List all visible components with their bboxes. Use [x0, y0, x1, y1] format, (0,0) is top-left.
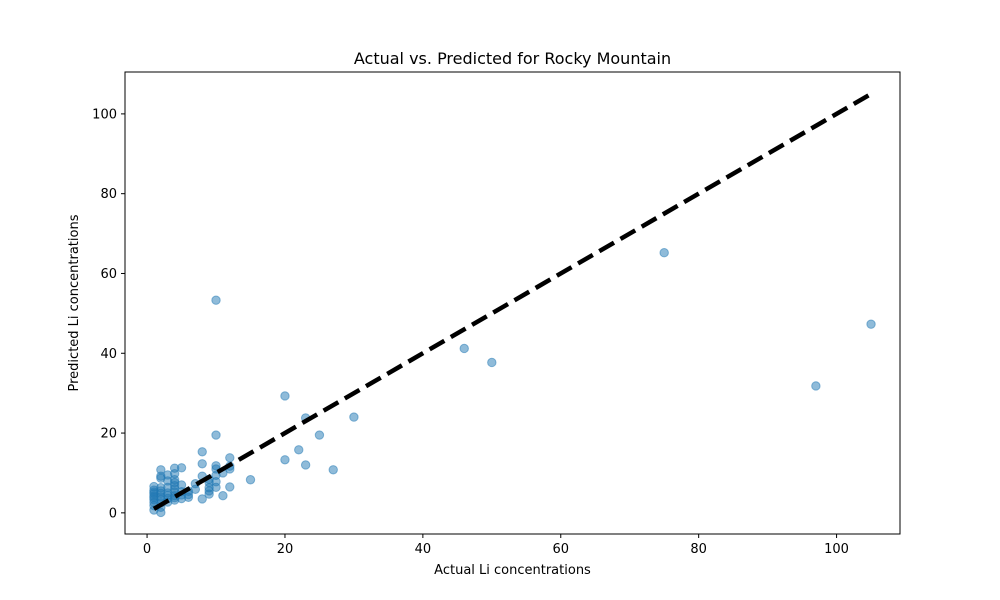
data-point [211, 295, 221, 305]
x-axis-label: Actual Li concentrations [434, 563, 591, 578]
data-point [866, 319, 876, 329]
x-axis-ticks: 0 20 40 60 80 100 [143, 534, 849, 557]
y-tick-label: 100 [92, 107, 117, 122]
x-tick-label: 80 [690, 542, 707, 557]
data-point [176, 480, 187, 490]
data-point [294, 445, 304, 455]
data-point [197, 494, 207, 504]
x-tick-label: 0 [143, 542, 151, 557]
y-tick-label: 40 [100, 347, 117, 362]
y-axis-ticks: 0 20 40 60 80 100 [92, 107, 125, 521]
data-point [280, 391, 290, 401]
data-point [300, 460, 311, 470]
data-point [245, 475, 256, 485]
chart-title: Actual vs. Predicted for Rocky Mountain [354, 49, 671, 68]
y-tick-label: 20 [100, 427, 117, 442]
x-tick-label: 100 [824, 542, 849, 557]
data-point [211, 461, 221, 471]
y-axis-label: Predicted Li concentrations [67, 214, 82, 391]
y-tick-label: 0 [109, 506, 117, 521]
reference-line [152, 91, 873, 511]
data-point [811, 381, 821, 391]
data-point [197, 447, 207, 457]
data-point [225, 482, 235, 492]
data-point [218, 491, 228, 501]
x-tick-label: 20 [277, 542, 294, 557]
data-point [197, 459, 207, 469]
data-point [459, 343, 469, 354]
data-point [225, 453, 235, 463]
x-tick-label: 60 [552, 542, 569, 557]
plot-frame [124, 71, 901, 535]
data-point [659, 248, 669, 258]
data-point [280, 455, 290, 465]
y-tick-label: 60 [100, 267, 117, 282]
data-point [156, 465, 166, 475]
data-point [314, 430, 325, 440]
x-tick-label: 40 [415, 542, 432, 557]
data-point [349, 412, 359, 422]
data-point [487, 357, 497, 368]
data-point [176, 463, 187, 473]
y-tick-label: 80 [100, 187, 117, 202]
data-point [328, 465, 338, 475]
data-point [211, 430, 221, 440]
